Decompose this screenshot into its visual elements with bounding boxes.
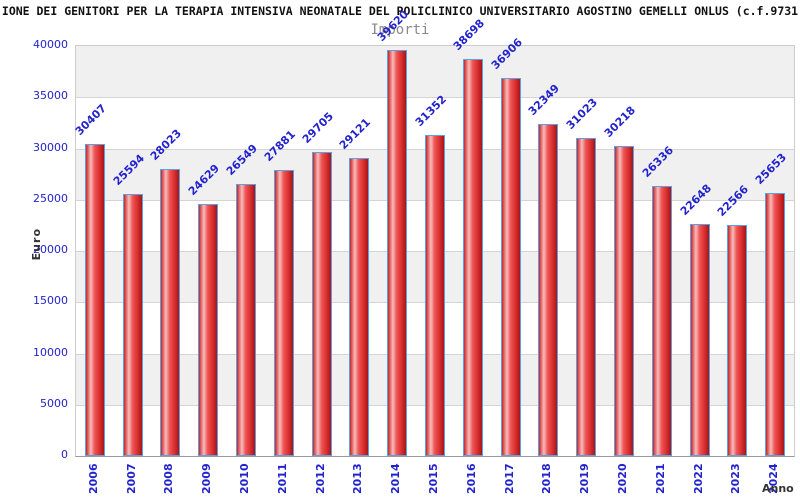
plot-band <box>76 46 794 98</box>
y-tick-label: 15000 <box>33 294 68 308</box>
bar-2024 <box>765 193 785 456</box>
y-tick-label: 0 <box>61 448 68 461</box>
bar-2008 <box>160 169 180 456</box>
y-tick-label: 35000 <box>33 89 68 103</box>
x-tick-label-2017: 2017 <box>503 463 516 494</box>
bar-2019 <box>576 138 596 456</box>
chart-title: IONE DEI GENITORI PER LA TERAPIA INTENSI… <box>1 4 799 18</box>
bar-2007 <box>123 194 143 456</box>
y-tick-label: 10000 <box>33 345 68 359</box>
x-tick-label-2015: 2015 <box>427 463 440 494</box>
y-axis-title: Euro <box>30 228 43 261</box>
x-tick-label-2008: 2008 <box>162 463 175 494</box>
x-tick-label-2010: 2010 <box>238 463 251 494</box>
bar-2014 <box>387 50 407 456</box>
x-tick-label-2007: 2007 <box>125 463 138 494</box>
bar-2023 <box>727 225 747 456</box>
bar-2020 <box>614 146 634 456</box>
bar-2009 <box>198 204 218 456</box>
x-tick-label-2021: 2021 <box>654 463 667 494</box>
gridline <box>76 97 794 99</box>
bar-2021 <box>652 186 672 456</box>
bar-2017 <box>501 78 521 456</box>
y-tick-label: 20000 <box>33 243 68 256</box>
x-tick-label-2022: 2022 <box>692 463 705 494</box>
bar-2022 <box>690 224 710 456</box>
x-tick-label-2009: 2009 <box>200 463 213 494</box>
y-tick-label: 30000 <box>33 140 68 154</box>
x-tick-label-2013: 2013 <box>351 463 364 494</box>
x-tick-label-2012: 2012 <box>314 463 327 494</box>
x-axis-title: Anno <box>762 482 794 495</box>
x-tick-label-2011: 2011 <box>276 463 289 494</box>
bar-2012 <box>312 152 332 456</box>
bar-2015 <box>425 135 445 456</box>
x-tick-label-2014: 2014 <box>389 463 402 494</box>
bar-2018 <box>538 124 558 456</box>
bar-2013 <box>349 158 369 456</box>
x-tick-label-2006: 2006 <box>87 463 100 494</box>
x-tick-label-2023: 2023 <box>729 463 742 494</box>
x-tick-label-2020: 2020 <box>616 463 629 494</box>
chart-subtitle: Importi <box>370 22 430 38</box>
x-tick-label-2016: 2016 <box>465 463 478 494</box>
y-tick-label: 5000 <box>40 396 68 410</box>
x-tick-label-2018: 2018 <box>540 463 553 494</box>
bar-2016 <box>463 59 483 456</box>
bar-2011 <box>274 170 294 456</box>
bar-2010 <box>236 184 256 456</box>
y-tick-label: 25000 <box>33 191 68 205</box>
plot-area <box>75 45 795 457</box>
x-tick-label-2019: 2019 <box>578 463 591 494</box>
bar-2006 <box>85 144 105 456</box>
y-tick-label: 40000 <box>33 38 68 51</box>
